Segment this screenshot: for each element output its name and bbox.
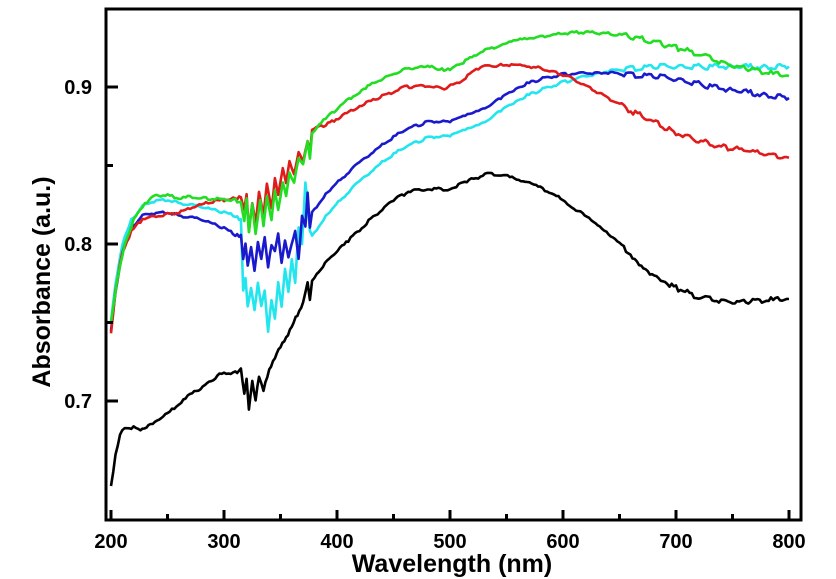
x-axis-title: Wavelength (nm)	[352, 550, 552, 578]
series-line-black	[109, 171, 790, 487]
x-tick-label: 500	[433, 531, 466, 553]
series-line-cyan	[109, 62, 790, 333]
x-tick-label: 300	[207, 531, 240, 553]
y-tick-label: 0.7	[64, 391, 92, 413]
ticks-layer: 200 300 400 500 600 700 800 0.7 0.8 0.9	[64, 77, 806, 553]
series-line-blue	[109, 70, 790, 332]
series-line-green	[109, 30, 790, 323]
x-tick-label: 700	[659, 531, 692, 553]
series-layer	[109, 30, 790, 487]
plot-frame	[104, 7, 803, 522]
x-tick-label: 200	[94, 531, 127, 553]
y-tick-label: 0.9	[64, 77, 92, 99]
x-tick-label: 400	[320, 531, 353, 553]
x-tick-label: 600	[546, 531, 579, 553]
x-tick-label: 800	[772, 531, 805, 553]
y-axis-title: Absorbance (a.u.)	[28, 176, 56, 387]
y-tick-label: 0.8	[64, 234, 92, 256]
